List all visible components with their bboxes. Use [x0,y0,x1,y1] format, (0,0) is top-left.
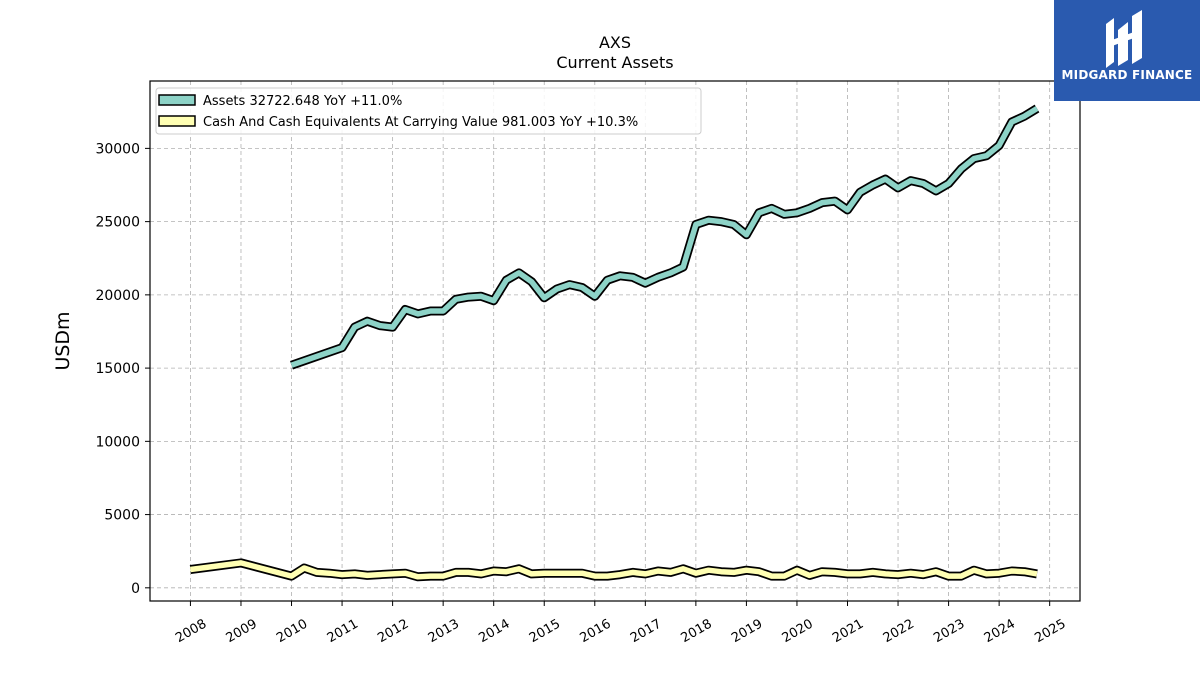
x-tick-label: 2008 [173,617,209,647]
x-tick-label: 2013 [426,617,462,647]
y-axis-label: USDm [52,311,74,370]
legend-entry-label: Assets 32722.648 YoY +11.0% [203,94,402,109]
x-tick-label: 2012 [375,617,411,647]
x-tick-label: 2019 [729,617,765,647]
legend: Assets 32722.648 YoY +11.0% Cash And Cash… [155,87,702,135]
x-tick-label: 2016 [577,617,613,647]
logo-text: MIDGARD FINANCE [1061,68,1193,82]
legend-swatch [158,94,196,106]
legend-swatch [158,115,196,127]
x-tick-label: 2024 [982,617,1018,647]
legend-entry-label: Cash And Cash Equivalents At Carrying Va… [203,115,638,130]
y-axis: 0 5000 10000 15000 20000 25000 30000 [95,141,150,597]
series-line-1 [190,560,1038,580]
x-tick-label: 2009 [224,617,260,647]
x-tick-label: 2021 [830,617,866,647]
grid [150,81,1080,601]
midgard-finance-logo: MIDGARD FINANCE [1054,0,1200,101]
y-tick-label: 25000 [95,215,140,231]
series-layer [189,104,1040,582]
y-tick-label: 15000 [95,361,140,377]
x-tick-label: 2018 [679,617,715,647]
chart-title: AXS [599,33,631,52]
x-tick-label: 2014 [476,617,512,647]
logo-mark-icon [1106,10,1142,68]
y-tick-label: 0 [131,581,140,597]
chart-subtitle: Current Assets [556,53,673,72]
x-axis: 2008 2009 2010 2011 2012 2013 2014 2015 2016 2017… [173,601,1069,647]
plot-frame [149,80,1081,602]
x-tick-label: 2011 [325,617,361,647]
x-tick-label: 2017 [628,617,664,647]
y-tick-label: 10000 [95,434,140,450]
x-tick-label: 2025 [1032,617,1068,647]
legend-box [155,87,702,135]
series-line-0 [290,106,1039,368]
x-tick-label: 2010 [274,617,310,647]
series-outline-0 [290,104,1040,370]
x-tick-label: 2020 [780,617,816,647]
y-tick-label: 20000 [95,288,140,304]
x-tick-label: 2022 [881,617,917,647]
x-tick-label: 2015 [527,617,563,647]
y-tick-label: 30000 [95,141,140,157]
y-tick-label: 5000 [104,508,140,524]
x-tick-label: 2023 [931,617,967,647]
